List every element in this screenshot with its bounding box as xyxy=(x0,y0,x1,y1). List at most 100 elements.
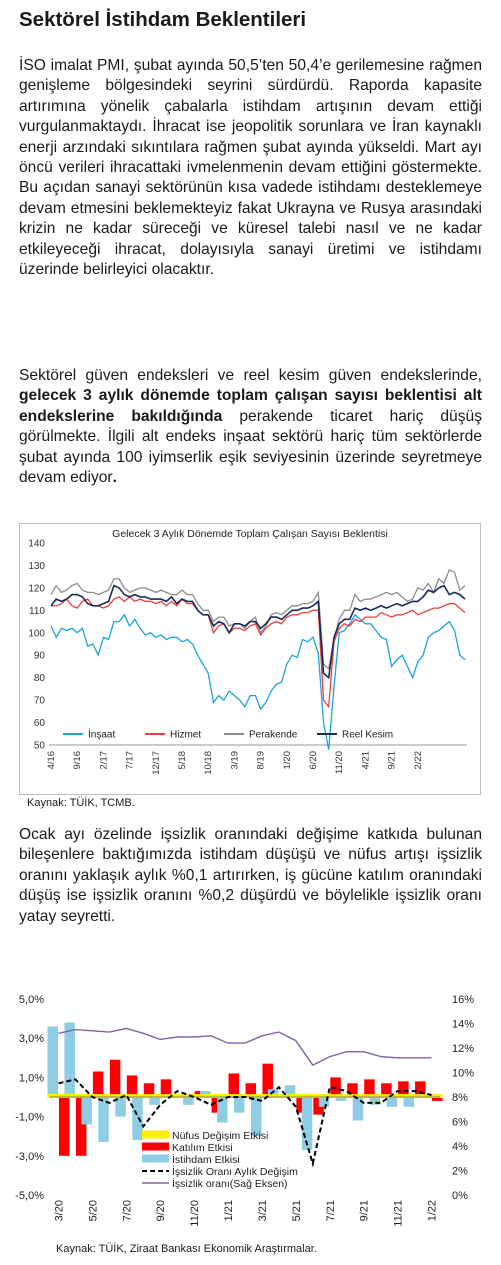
employment-bar xyxy=(98,1097,109,1143)
y-tick-label: 140 xyxy=(28,539,45,550)
legend-label: Hizmet xyxy=(170,730,201,741)
x-tick-label: 12/17 xyxy=(151,751,162,775)
x-tick-label: 9/16 xyxy=(72,751,83,770)
population-bar xyxy=(352,1094,375,1098)
paragraph-end-text: . xyxy=(112,469,117,487)
x-tick-label: 1/22 xyxy=(427,1200,439,1221)
population-bar xyxy=(301,1094,324,1098)
legend-swatch xyxy=(142,1154,169,1163)
y-tick-label: 3,0% xyxy=(19,1033,44,1045)
x-tick-label: 8/19 xyxy=(256,751,267,770)
x-tick-label: 7/21 xyxy=(325,1200,337,1221)
participation-bar xyxy=(245,1083,256,1097)
legend-label: Perakende xyxy=(249,730,298,741)
chart-border xyxy=(19,523,481,795)
legend-swatch xyxy=(142,1130,169,1139)
legend-label: Katılım Etkisi xyxy=(172,1142,233,1154)
y2-tick-label: 0% xyxy=(452,1190,468,1202)
x-tick-label: 11/20 xyxy=(334,751,345,774)
population-bar xyxy=(250,1094,273,1098)
participation-bar xyxy=(296,1097,307,1113)
x-tick-label: 5/18 xyxy=(177,751,188,770)
participation-bar xyxy=(126,1075,138,1097)
population-bar xyxy=(386,1094,409,1098)
y2-tick-label: 6% xyxy=(452,1117,468,1129)
participation-bar xyxy=(92,1071,104,1097)
chart1-source: Kaynak: TÜİK, TCMB. xyxy=(27,797,135,809)
y2-tick-label: 10% xyxy=(452,1068,474,1080)
participation-bar xyxy=(313,1097,324,1115)
legend-label: İnşaat xyxy=(88,728,115,741)
participation-bar xyxy=(364,1079,375,1097)
participation-bar xyxy=(432,1097,443,1101)
employment-bar xyxy=(132,1097,143,1141)
x-tick-label: 4/21 xyxy=(360,751,371,770)
employment-bar xyxy=(403,1097,415,1107)
employment-expectation-chart: Gelecek 3 Aylık Dönemde Toplam Çalışan S… xyxy=(19,523,481,795)
employment-bar xyxy=(250,1097,262,1137)
page-title: Sektörel İstihdam Beklentileri xyxy=(19,8,307,31)
employment-bar xyxy=(318,1097,330,1107)
participation-bar xyxy=(109,1059,121,1097)
paragraph-text: Sektörel güven endeksleri ve reel kesim … xyxy=(19,367,482,384)
x-tick-label: 1/20 xyxy=(282,751,293,770)
employment-bar xyxy=(47,1026,58,1097)
participation-bar xyxy=(143,1083,155,1097)
legend-label: Nüfus Değişim Etkisi xyxy=(172,1130,268,1142)
employment-bar xyxy=(369,1097,381,1105)
series-line xyxy=(51,596,466,709)
participation-bar xyxy=(58,1097,70,1156)
legend-label: İstihdam Etkisi xyxy=(172,1153,240,1166)
unemployment-components-chart: 5,0% 3,0% 1,0% -1,0% -3,0% -5,0% 16% 14% 12% 10% 8… xyxy=(15,994,474,1227)
population-bar xyxy=(420,1094,443,1098)
employment-bar xyxy=(335,1097,347,1101)
x-tick-label: 9/21 xyxy=(387,751,398,770)
participation-bar xyxy=(211,1097,223,1113)
y-tick-label: 130 xyxy=(28,561,45,572)
population-bar xyxy=(335,1094,358,1098)
y-tick-label: 80 xyxy=(34,673,46,684)
employment-bar xyxy=(352,1097,364,1121)
y2-tick-label: 14% xyxy=(452,1019,474,1031)
unemployment-rate-line xyxy=(58,1027,432,1067)
x-tick-label: 7/20 xyxy=(121,1200,133,1221)
paragraph-pmi: İSO imalat PMI, şubat ayında 50,5’ten 50… xyxy=(19,57,482,279)
population-bar xyxy=(64,1094,87,1098)
y-tick-label: 90 xyxy=(34,651,46,662)
population-bar xyxy=(132,1094,155,1098)
x-tick-label: 5/21 xyxy=(291,1200,303,1221)
employment-bar xyxy=(149,1097,160,1105)
y2-tick-label: 12% xyxy=(452,1043,474,1055)
employment-bar xyxy=(217,1097,228,1123)
chart2-source: Kaynak: TÜİK, Ziraat Bankası Ekonomik Ar… xyxy=(56,1243,317,1255)
population-bar xyxy=(200,1094,223,1098)
x-tick-label: 9/20 xyxy=(155,1200,167,1221)
y-tick-label: 110 xyxy=(29,606,45,617)
paragraph-unemployment: Ocak ayı özelinde işsizlik oranındaki de… xyxy=(19,826,482,925)
x-tick-label: 6/20 xyxy=(308,751,319,770)
population-bar xyxy=(369,1094,392,1098)
y2-tick-label: 2% xyxy=(452,1166,468,1178)
x-tick-label: 3/19 xyxy=(229,751,240,770)
population-bar xyxy=(47,1094,70,1098)
population-bar xyxy=(267,1094,290,1098)
x-tick-label: 5/20 xyxy=(87,1200,99,1221)
participation-bar xyxy=(347,1083,358,1097)
population-bar xyxy=(166,1094,189,1098)
participation-bar xyxy=(330,1077,341,1097)
y-tick-label: -5,0% xyxy=(15,1190,44,1202)
y-tick-label: 1,0% xyxy=(19,1072,44,1084)
employment-bar xyxy=(284,1085,296,1097)
paragraph-text: perakende ticaret hariç düşüş görülmekte… xyxy=(19,407,482,487)
chart-title: Gelecek 3 Aylık Dönemde Toplam Çalışan S… xyxy=(112,528,388,540)
x-tick-label: 4/16 xyxy=(46,751,57,770)
y-tick-label: 5,0% xyxy=(19,994,44,1006)
x-tick-label: 3/20 xyxy=(53,1200,65,1221)
employment-bar xyxy=(81,1097,92,1125)
x-tick-label: 7/17 xyxy=(125,751,136,770)
x-tick-label: 2/17 xyxy=(98,751,109,770)
population-bar xyxy=(115,1094,138,1098)
employment-bar xyxy=(386,1097,398,1107)
x-tick-label: 10/18 xyxy=(203,751,214,775)
participation-bar xyxy=(262,1063,273,1097)
